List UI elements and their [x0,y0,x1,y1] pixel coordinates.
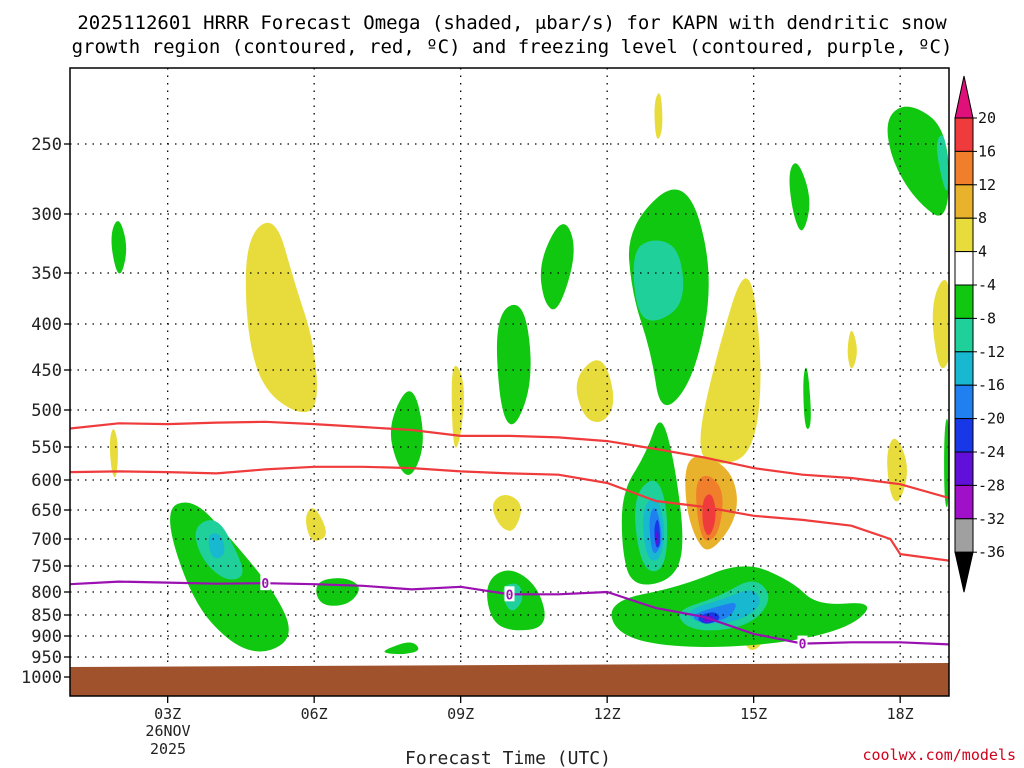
colorbar-cell-7 [954,351,974,386]
omega-region-4 [492,495,521,531]
colorbar-cell-11 [954,484,974,520]
omega-region-40 [655,531,659,545]
dgz-line--18C [70,465,949,562]
x-tick-label-09Z: 09Z [447,705,474,723]
colorbar-label-13: -36 [978,543,1005,561]
colorbar-cell-10 [954,451,974,486]
dgz-line--12C [70,420,949,500]
colorbar-label-0: 20 [978,109,996,127]
colorbar-cell-12 [954,518,974,553]
colorbar-cell-0 [954,117,974,152]
colorbar-label-1: 16 [978,142,996,160]
contour-label-0: 0 [261,577,269,592]
y-tick-label-800: 800 [31,583,62,603]
colorbar-top-arrow [954,75,974,119]
y-tick-label-1000: 1000 [21,668,62,688]
colorbar-cell-1 [954,150,974,186]
y-tick-label-850: 850 [31,606,62,626]
omega-region-28 [633,240,684,321]
omega-region-32 [937,135,949,191]
colorbar-cell-5 [954,284,974,319]
y-tick-label-250: 250 [31,135,62,155]
omega-region-44 [702,494,716,536]
y-tick-label-450: 450 [31,361,62,381]
omega-region-0 [245,222,317,413]
omega-region-1 [109,429,118,478]
contour-label-bg-1 [504,586,515,602]
omega-region-3 [451,365,464,448]
omega-region-5 [576,360,614,423]
omega-region-24 [803,367,811,429]
omega-region-6 [654,93,663,139]
omega-region-16 [390,391,423,476]
contour-label-bg-2 [797,635,808,651]
omega-region-23 [789,163,810,231]
x-tick-label-03Z: 03Z [154,705,181,723]
y-tick-label-650: 650 [31,501,62,521]
contour-label-1: 0 [506,588,514,603]
x-axis-ticks: 03Z 06Z 09Z 12Z 15Z 18Z [154,696,914,723]
y-tick-label-700: 700 [31,530,62,550]
colorbar-cell-4 [954,251,974,286]
omega-region-17 [496,304,531,425]
credit-text: coolwx.com/models [862,746,1016,764]
y-axis-ticks: 2503003504004505005506006507007508008509… [21,135,70,688]
contour-labels: 0 0 0 [260,575,808,653]
y-tick-label-400: 400 [31,315,62,335]
y-tick-label-350: 350 [31,264,62,284]
colorbar-label-2: 12 [978,176,996,194]
colorbar-cell-8 [954,384,974,420]
colorbar-label-8: -16 [978,376,1005,394]
omega-region-25 [887,106,949,216]
x-tick-label-18Z: 18Z [887,705,914,723]
plot-frame [69,67,950,697]
omega-region-8 [847,330,857,369]
omega-region-12 [111,221,127,274]
colorbar-label-9: -20 [978,410,1005,428]
date-label-year: 2025 [150,740,186,758]
y-tick-label-550: 550 [31,438,62,458]
y-tick-label-500: 500 [31,401,62,421]
colorbar-label-11: -28 [978,476,1005,494]
colorbar-label-6: -8 [978,309,996,327]
x-tick-label-06Z: 06Z [301,705,328,723]
omega-region-19 [540,224,574,310]
omega-region-2 [306,508,326,541]
colorbar-label-5: -4 [978,276,996,294]
omega-shading [109,93,949,655]
chart-title-line1: 2025112601 HRRR Forecast Omega (shaded, … [77,12,947,34]
colorbar-cell-6 [954,317,974,353]
colorbar-label-7: -12 [978,343,1005,361]
y-tick-label-300: 300 [31,205,62,225]
colorbar-cell-3 [954,217,974,253]
y-tick-label-600: 600 [31,471,62,491]
terrain-layer [70,663,949,696]
colorbar-bottom-arrow [954,551,974,593]
colorbar-label-4: 4 [978,243,987,261]
x-axis-label: Forecast Time (UTC) [405,748,611,768]
y-tick-label-750: 750 [31,557,62,577]
colorbar-cell-9 [954,418,974,453]
colorbar: 20 16 12 8 4 -4 -8 -12 -16 -20 -24 -28 -32 -36 [954,75,1005,593]
y-tick-label-900: 900 [31,627,62,647]
contour-label-2: 0 [799,638,807,653]
omega-region-26 [944,418,949,508]
colorbar-label-3: 8 [978,209,987,227]
terrain-fill [70,663,949,696]
y-tick-label-950: 950 [31,648,62,668]
colorbar-label-12: -32 [978,510,1005,528]
colorbar-label-10: -24 [978,443,1005,461]
chart-title-line2: growth region (contoured, red, ºC) and f… [72,36,953,58]
x-tick-label-15Z: 15Z [740,705,767,723]
colorbar-cell-2 [954,184,974,219]
date-label-day: 26NOV [145,722,190,740]
omega-region-15 [384,642,419,655]
contour-label-bg-0 [260,575,271,591]
x-tick-label-12Z: 12Z [594,705,621,723]
